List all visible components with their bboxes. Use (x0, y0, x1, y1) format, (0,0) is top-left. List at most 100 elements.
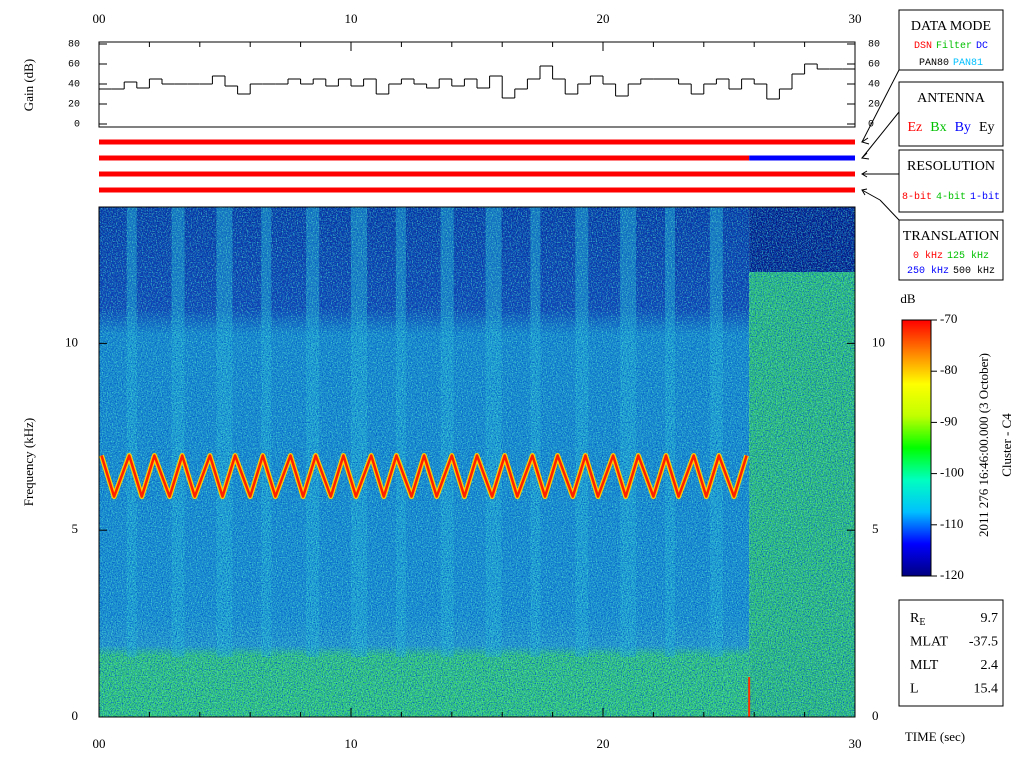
legend-item: By (955, 120, 971, 135)
arrowhead (860, 137, 870, 145)
connector (861, 69, 900, 143)
spectrogram-image (99, 207, 855, 717)
legend-box (898, 149, 1004, 213)
y-axis-label: Gain (dB) (21, 59, 36, 111)
legend-item: 250 kHz (907, 265, 949, 277)
connectors (860, 69, 900, 221)
info-label-sub: E (919, 617, 925, 628)
legend-title: ANTENNA (917, 91, 986, 106)
y-tick-label: 60 (868, 60, 880, 71)
status-segment (99, 155, 750, 161)
y-tick-label: 0 (74, 120, 80, 131)
x-tick-label: 00 (93, 736, 106, 751)
y-tick-label: 80 (868, 40, 880, 51)
info-value: 15.4 (974, 682, 999, 697)
legend-item: DC (976, 41, 988, 52)
legend-title: DATA MODE (911, 19, 991, 34)
legend-box (898, 9, 1004, 71)
info-value: 9.7 (981, 611, 999, 626)
info-label-text: MLAT (910, 635, 949, 650)
colorbar-tick-label: -110 (940, 516, 963, 531)
info-box (898, 599, 1004, 707)
arrowhead (860, 152, 870, 160)
y-tick-label: 20 (868, 100, 880, 111)
status-segment (749, 155, 855, 161)
x-tick-label: 10 (345, 736, 358, 751)
y-tick-label: 0 (868, 120, 874, 131)
legend-row: 250 kHz 500 kHz (907, 265, 995, 277)
info-label-text: L (910, 682, 919, 697)
legend-row: PAN80 PAN81 (919, 58, 983, 69)
legend-item: PAN81 (953, 58, 983, 69)
connector (861, 111, 900, 159)
legend-row: 0 kHz 125 kHz (913, 250, 989, 262)
legend-item: DSN (914, 41, 932, 52)
legend-title: TRANSLATION (903, 229, 999, 244)
y-tick-label: 0 (72, 708, 79, 723)
legend-title: RESOLUTION (907, 159, 995, 174)
legend-item: 125 kHz (947, 250, 989, 262)
y-tick-label: 40 (868, 80, 880, 91)
legend-item: 4-bit (936, 191, 966, 203)
colorbar (901, 319, 932, 577)
colorbar-label: dB (900, 291, 916, 306)
y-tick-label: 5 (72, 521, 79, 536)
legend-box (898, 219, 1004, 281)
info-label: L (910, 682, 919, 697)
emission-line (100, 454, 748, 498)
legend-item: 1-bit (970, 191, 1000, 203)
colorbar-tick-label: -120 (940, 567, 964, 582)
info-label: MLAT (910, 635, 949, 650)
legend-item: Bx (930, 120, 946, 135)
colorbar-tick-label: -70 (940, 311, 957, 326)
status-segment (99, 139, 855, 145)
colorbar-tick-label: -80 (940, 362, 957, 377)
legend-item: Ez (907, 120, 922, 135)
connector (861, 189, 881, 201)
y-tick-label: 60 (68, 60, 80, 71)
info-value: 2.4 (981, 658, 999, 673)
legend-item: 500 kHz (953, 265, 995, 277)
colorbar-tick-label: -100 (940, 465, 964, 480)
legend-item: PAN80 (919, 58, 949, 69)
info-label-text: R (910, 611, 920, 626)
legend-row: 8-bit 4-bit 1-bit (902, 191, 1000, 203)
info-label: MLT (910, 658, 939, 673)
legend-item: 0 kHz (913, 250, 943, 262)
info-label: RE (910, 611, 925, 628)
arrowhead (861, 188, 868, 196)
connector (879, 199, 900, 221)
legend-row: Ez Bx By Ey (907, 120, 994, 135)
x-tick-label: 10 (345, 11, 358, 26)
y-tick-label: 20 (68, 100, 80, 111)
x-tick-label: 30 (849, 736, 862, 751)
legend-row: DSN Filter DC (914, 40, 988, 52)
status-segment (99, 187, 855, 193)
arrowhead (861, 170, 868, 178)
y-tick-label: 40 (68, 80, 80, 91)
y-axis-label: Frequency (kHz) (21, 418, 36, 506)
y-tick-label: 5 (872, 521, 879, 536)
x-tick-label: 20 (597, 11, 610, 26)
x-tick-label: 00 (93, 11, 106, 26)
y-tick-label: 10 (872, 334, 885, 349)
plot-frame (98, 206, 856, 718)
info-label-text: MLT (910, 658, 939, 673)
y-tick-label: 80 (68, 40, 80, 51)
legend-item: 8-bit (902, 191, 932, 203)
colorbar-tick-label: -90 (940, 413, 957, 428)
status-segment (99, 171, 855, 177)
annotation: 2011 276 16:46:00.000 (3 October) (976, 353, 991, 537)
x-tick-label: 20 (597, 736, 610, 751)
y-tick-label: 10 (65, 334, 78, 349)
annotation: Cluster - C4 (999, 413, 1014, 477)
legend-item: Filter (936, 40, 972, 52)
x-axis-label: TIME (sec) (905, 729, 965, 744)
legend-item: Ey (979, 120, 995, 135)
x-tick-label: 30 (849, 11, 862, 26)
info-value: -37.5 (969, 635, 998, 650)
legend-box (898, 81, 1004, 147)
y-tick-label: 0 (872, 708, 879, 723)
